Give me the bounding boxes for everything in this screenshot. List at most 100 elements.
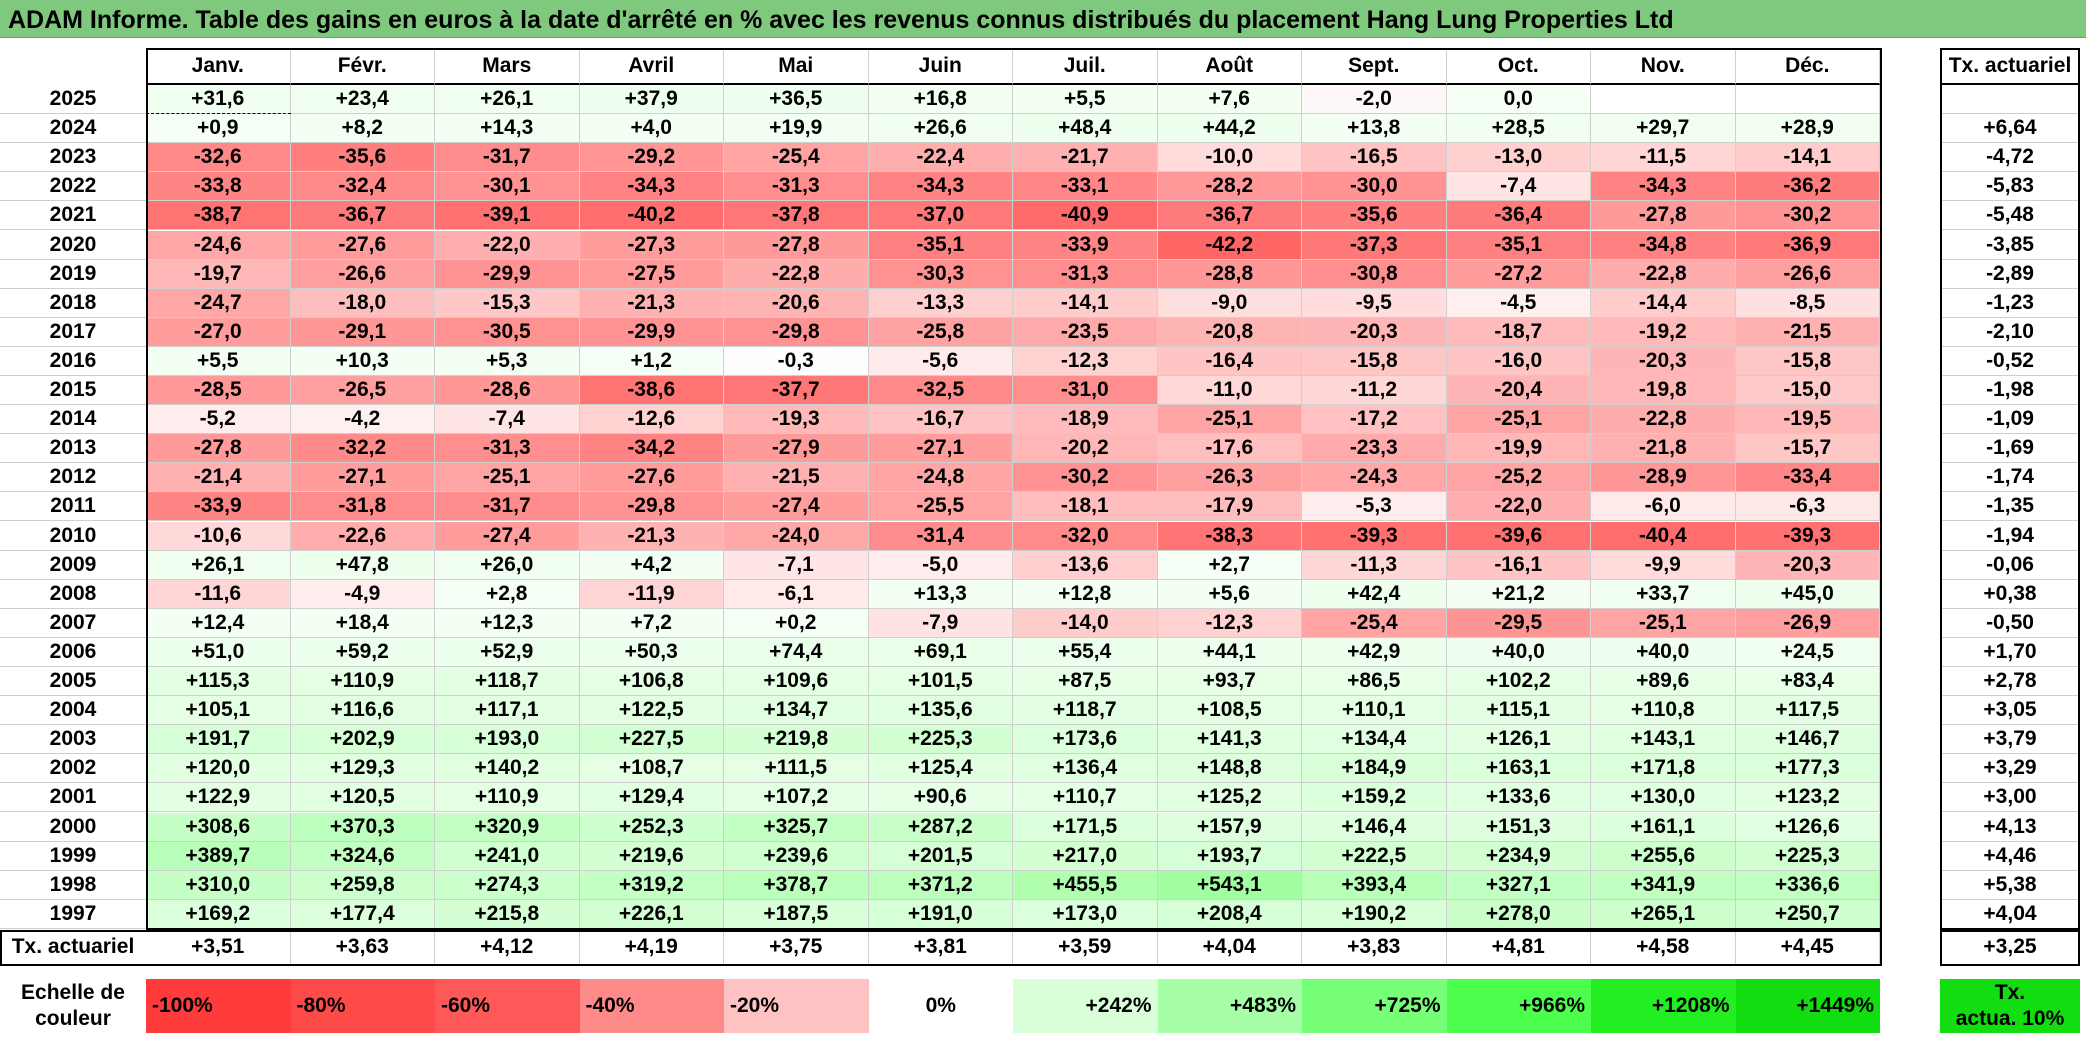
gain-cell: +325,7	[724, 812, 869, 842]
gain-cell: +1,2	[579, 346, 724, 376]
year-label: 2005	[0, 667, 146, 697]
gain-cell: +108,5	[1157, 696, 1302, 726]
gain-cell: -22,0	[435, 230, 580, 260]
gain-cell: -33,9	[146, 492, 291, 522]
gain-cell: +18,4	[290, 608, 435, 638]
gain-cell: -25,1	[1157, 405, 1302, 435]
gain-cell: -12,3	[1013, 346, 1158, 376]
gain-cell: -27,2	[1446, 259, 1591, 289]
gain-cell: +135,6	[868, 696, 1013, 726]
scale-swatch: +725%	[1302, 978, 1447, 1033]
gain-cell: -7,9	[868, 608, 1013, 638]
gain-cell: +10,3	[290, 346, 435, 376]
gain-cell: -9,9	[1591, 550, 1736, 580]
gain-cell: -23,3	[1302, 434, 1447, 464]
year-label: 2011	[0, 492, 146, 522]
gain-cell: -12,6	[579, 405, 724, 435]
gain-cell: +2,8	[435, 579, 580, 609]
gain-cell: +24,5	[1735, 637, 1880, 667]
month-header: Févr.	[290, 48, 435, 85]
gain-cell: -29,1	[290, 317, 435, 347]
gain-cell: +110,8	[1591, 696, 1736, 726]
gain-cell: -5,6	[868, 346, 1013, 376]
scale-label: Echelle de couleur	[0, 979, 146, 1033]
gain-cell: -34,3	[579, 172, 724, 202]
gain-cell: +26,1	[435, 85, 580, 115]
gain-cell: +16,8	[868, 85, 1013, 115]
gain-cell: -27,5	[579, 259, 724, 289]
year-label: 2021	[0, 201, 146, 231]
year-label: 2018	[0, 288, 146, 318]
gain-cell: 0,0	[1446, 85, 1591, 115]
gain-cell: +389,7	[146, 841, 291, 871]
gain-cell: +69,1	[868, 637, 1013, 667]
gain-cell: -25,4	[724, 143, 869, 173]
rate-cell: -0,06	[1940, 550, 2080, 580]
gain-cell: -39,6	[1446, 521, 1591, 551]
gain-cell: -37,3	[1302, 230, 1447, 260]
rate-cell: +3,00	[1940, 783, 2080, 813]
gain-cell: +187,5	[724, 899, 869, 929]
gain-cell: -13,0	[1446, 143, 1591, 173]
gain-cell: -32,4	[290, 172, 435, 202]
month-header: Mars	[435, 48, 580, 85]
gain-cell: +108,7	[579, 754, 724, 784]
year-label: 2004	[0, 696, 146, 726]
gain-cell: -26,6	[290, 259, 435, 289]
gain-cell: -27,8	[724, 230, 869, 260]
month-header: Nov.	[1591, 48, 1736, 85]
gain-cell: -30,2	[1735, 201, 1880, 231]
gain-cell: +239,6	[724, 841, 869, 871]
year-label: 2013	[0, 434, 146, 464]
footer-rate-cell: +3,63	[290, 930, 435, 965]
rate-cell: +3,29	[1940, 754, 2080, 784]
footer-rate-cell: +3,51	[146, 930, 291, 965]
gain-cell: +241,0	[435, 841, 580, 871]
gain-cell: -31,4	[868, 521, 1013, 551]
gain-cell: +110,9	[290, 667, 435, 697]
gain-cell: -22,8	[1591, 259, 1736, 289]
gain-cell: -24,0	[724, 521, 869, 551]
footer-rate-cell: +4,81	[1446, 930, 1591, 965]
gains-table: Janv. Févr. Mars Avril Mai Juin Juil. Août Sept.…	[0, 48, 2086, 1037]
gain-cell: +130,0	[1591, 783, 1736, 813]
gain-cell: -21,4	[146, 463, 291, 493]
gain-cell: -19,8	[1591, 376, 1736, 406]
gain-cell: -27,6	[579, 463, 724, 493]
gain-cell: -25,1	[1446, 405, 1591, 435]
rate-cell: -2,10	[1940, 317, 2080, 347]
scale-swatch: +483%	[1157, 978, 1302, 1033]
gain-cell: +159,2	[1302, 783, 1447, 813]
gain-cell: -26,3	[1157, 463, 1302, 493]
gain-cell: -38,6	[579, 376, 724, 406]
rate-cell: +1,70	[1940, 637, 2080, 667]
gain-cell: -15,8	[1735, 346, 1880, 376]
rate-cell: +4,04	[1940, 899, 2080, 929]
gain-cell: -21,5	[724, 463, 869, 493]
rate-cell: +6,64	[1940, 114, 2080, 144]
gain-cell: +51,0	[146, 637, 291, 667]
gain-cell: -27,0	[146, 317, 291, 347]
footer-rate-cell: +4,19	[579, 930, 724, 965]
gain-cell: -4,5	[1446, 288, 1591, 318]
gain-cell: +226,1	[579, 899, 724, 929]
gain-cell: -27,3	[579, 230, 724, 260]
gain-cell: +133,6	[1446, 783, 1591, 813]
gain-cell	[1735, 85, 1880, 115]
gain-cell: -19,3	[724, 405, 869, 435]
gain-cell: -5,3	[1302, 492, 1447, 522]
gain-cell: -7,4	[1446, 172, 1591, 202]
year-label: 2009	[0, 550, 146, 580]
gain-cell: -27,6	[290, 230, 435, 260]
gain-cell	[1591, 85, 1736, 115]
gain-cell: +252,3	[579, 812, 724, 842]
gain-cell: +107,2	[724, 783, 869, 813]
gain-cell: -42,2	[1157, 230, 1302, 260]
gain-cell: -22,4	[868, 143, 1013, 173]
rate-cell: -1,69	[1940, 434, 2080, 464]
gain-cell: -29,2	[579, 143, 724, 173]
gain-cell: +31,6	[146, 85, 291, 115]
gain-cell: +87,5	[1013, 667, 1158, 697]
gain-cell: +250,7	[1735, 899, 1880, 929]
gain-cell: +193,7	[1157, 841, 1302, 871]
